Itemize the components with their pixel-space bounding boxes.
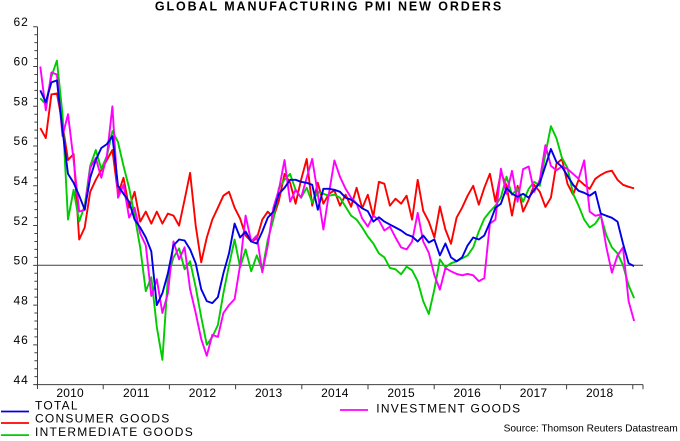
- svg-text:TOTAL: TOTAL: [35, 399, 79, 413]
- svg-text:2011: 2011: [123, 386, 150, 400]
- svg-text:CONSUMER GOODS: CONSUMER GOODS: [35, 412, 171, 426]
- svg-text:INTERMEDIATE GOODS: INTERMEDIATE GOODS: [35, 425, 194, 436]
- svg-text:INVESTMENT GOODS: INVESTMENT GOODS: [376, 401, 521, 415]
- svg-text:50: 50: [13, 254, 28, 268]
- svg-text:2013: 2013: [255, 386, 283, 400]
- svg-text:56: 56: [13, 134, 28, 148]
- svg-text:2016: 2016: [454, 386, 482, 400]
- svg-text:2014: 2014: [321, 386, 349, 400]
- svg-text:2010: 2010: [56, 386, 84, 400]
- svg-text:2018: 2018: [586, 386, 614, 400]
- svg-text:2015: 2015: [387, 386, 415, 400]
- svg-text:GLOBAL MANUFACTURING PMI NEW O: GLOBAL MANUFACTURING PMI NEW ORDERS: [155, 0, 503, 13]
- svg-text:58: 58: [13, 95, 28, 109]
- svg-text:54: 54: [13, 174, 28, 188]
- svg-text:48: 48: [13, 293, 28, 307]
- svg-text:62: 62: [13, 15, 28, 29]
- svg-text:2017: 2017: [520, 386, 548, 400]
- svg-text:44: 44: [13, 373, 28, 387]
- svg-text:Source: Thomson Reuters Datast: Source: Thomson Reuters Datastream: [504, 424, 678, 435]
- svg-text:46: 46: [13, 333, 28, 347]
- svg-text:2012: 2012: [189, 386, 217, 400]
- svg-text:60: 60: [13, 55, 28, 69]
- svg-text:52: 52: [13, 214, 28, 228]
